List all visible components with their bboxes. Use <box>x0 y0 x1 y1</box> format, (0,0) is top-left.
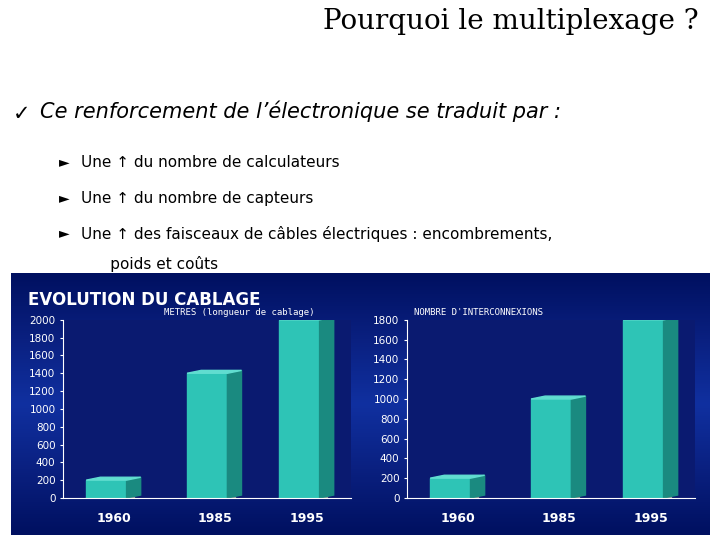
Polygon shape <box>86 477 140 480</box>
Text: 1985: 1985 <box>197 512 232 525</box>
Polygon shape <box>228 370 241 498</box>
Polygon shape <box>572 396 585 498</box>
Text: NOMBRE D'INTERCONNEXIONS: NOMBRE D'INTERCONNEXIONS <box>414 308 543 317</box>
Polygon shape <box>430 478 471 498</box>
Polygon shape <box>531 399 572 498</box>
Text: ►: ► <box>59 156 70 170</box>
Polygon shape <box>279 320 320 498</box>
Text: Une ↑ des faisceaux de câbles électriques : encombrements,: Une ↑ des faisceaux de câbles électrique… <box>81 226 552 242</box>
Polygon shape <box>86 480 127 498</box>
Text: 1960: 1960 <box>96 512 131 525</box>
Polygon shape <box>531 497 579 498</box>
Polygon shape <box>664 317 678 498</box>
Text: Une ↑ du nombre de capteurs: Une ↑ du nombre de capteurs <box>81 191 313 206</box>
Polygon shape <box>624 497 671 498</box>
Text: 1960: 1960 <box>440 512 475 525</box>
Polygon shape <box>430 497 478 498</box>
Polygon shape <box>187 497 235 498</box>
Polygon shape <box>86 497 134 498</box>
Polygon shape <box>279 497 327 498</box>
Text: Ce renforcement de l’électronique se traduit par :: Ce renforcement de l’électronique se tra… <box>40 101 561 123</box>
Text: METRES (longueur de cablage): METRES (longueur de cablage) <box>164 308 315 317</box>
Text: 1995: 1995 <box>289 512 324 525</box>
Text: 1985: 1985 <box>541 512 576 525</box>
Text: ✓: ✓ <box>13 104 30 124</box>
Polygon shape <box>471 475 485 498</box>
Text: EVOLUTION DU CABLAGE: EVOLUTION DU CABLAGE <box>28 291 261 309</box>
Polygon shape <box>531 396 585 399</box>
Text: ►: ► <box>59 191 70 205</box>
Polygon shape <box>127 477 140 498</box>
Text: Une ↑ du nombre de calculateurs: Une ↑ du nombre de calculateurs <box>81 156 339 171</box>
Text: 1995: 1995 <box>634 512 668 525</box>
Polygon shape <box>187 370 241 373</box>
Polygon shape <box>320 317 333 498</box>
Polygon shape <box>430 475 485 478</box>
Text: poids et coûts: poids et coûts <box>81 256 217 272</box>
Text: Pourquoi le multiplexage ?: Pourquoi le multiplexage ? <box>323 8 698 35</box>
Polygon shape <box>624 320 664 498</box>
Polygon shape <box>624 317 678 320</box>
Polygon shape <box>187 373 228 498</box>
Polygon shape <box>279 317 333 320</box>
Text: ►: ► <box>59 226 70 240</box>
